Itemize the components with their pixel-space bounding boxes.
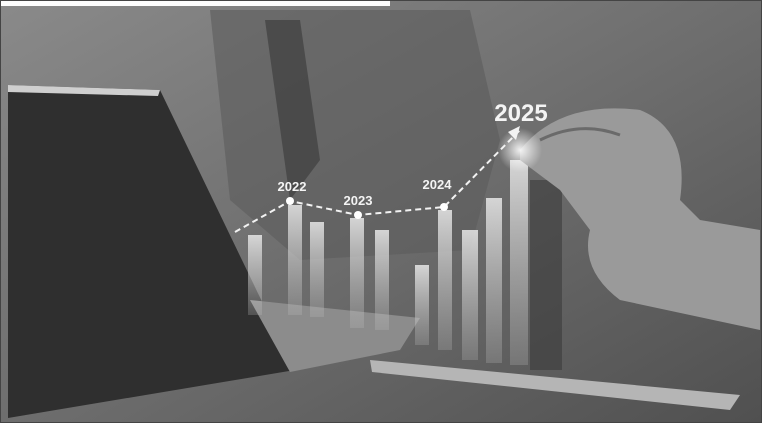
trend-dot: [286, 197, 294, 205]
holo-bar: [415, 265, 429, 345]
holo-bar: [486, 198, 502, 363]
trend-dot: [354, 211, 362, 219]
year-label: 2023: [344, 193, 373, 208]
year-label: 2024: [423, 177, 453, 192]
holo-bar: [350, 218, 364, 328]
holo-bar: [248, 235, 262, 315]
holo-bar: [510, 160, 528, 365]
holo-bar: [438, 210, 452, 350]
year-label: 2022: [278, 179, 307, 194]
holo-bar: [375, 230, 389, 330]
year-label: 2025: [494, 100, 547, 127]
holo-bar: [462, 230, 478, 360]
page: 2022 2023 2024 2025 (() => { const data …: [0, 0, 762, 423]
holo-bar: [310, 222, 324, 317]
photo: 2022 2023 2024 2025: [0, 0, 762, 423]
trend-dot: [440, 203, 448, 211]
glow: [498, 128, 542, 172]
holo-column: [530, 180, 562, 370]
holo-bar: [288, 205, 302, 315]
